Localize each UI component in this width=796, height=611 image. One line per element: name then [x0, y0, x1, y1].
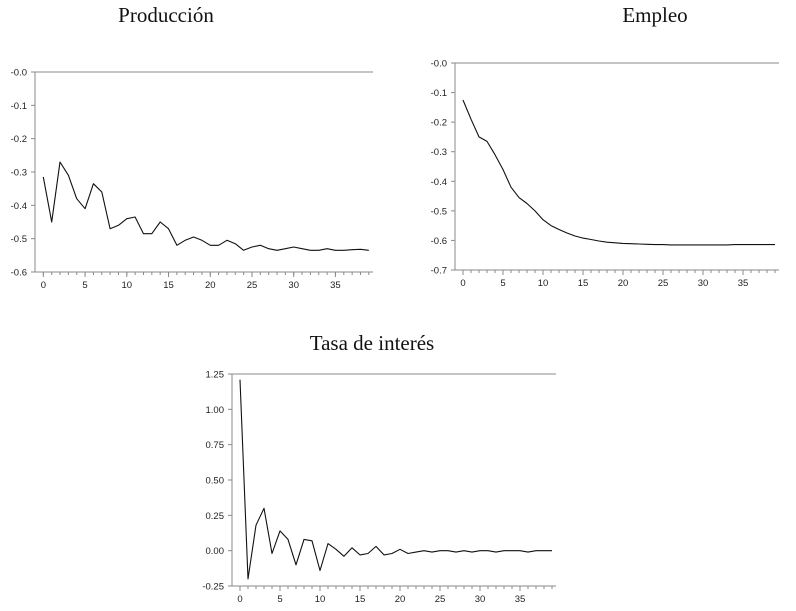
y-tick-label: -0.0: [11, 68, 27, 79]
x-tick-label: 0: [41, 280, 46, 291]
x-tick-label: 25: [247, 280, 258, 291]
y-tick-label: -0.2: [431, 118, 447, 129]
y-tick-label: -0.4: [431, 177, 447, 188]
x-tick-label: 35: [330, 280, 341, 291]
series-line-empleo: [462, 99, 775, 246]
x-tick-label: 15: [578, 278, 589, 289]
x-tick-label: 5: [82, 280, 87, 291]
y-tick-label: -0.6: [431, 236, 447, 247]
x-tick-label: 5: [277, 594, 282, 605]
x-tick-label: 5: [500, 278, 505, 289]
y-tick-label: -0.6: [11, 268, 27, 279]
x-tick-label: 10: [122, 280, 133, 291]
chart-title-empleo: Empleo: [622, 3, 687, 27]
x-tick-label: 0: [460, 278, 465, 289]
x-tick-label: 10: [538, 278, 549, 289]
y-tick-label: -0.25: [202, 582, 224, 593]
series-line-tasa-de-interes: [239, 379, 552, 580]
x-tick-label: 20: [395, 594, 406, 605]
x-tick-label: 35: [738, 278, 749, 289]
y-tick-label: -0.5: [431, 206, 447, 217]
x-tick-label: 30: [698, 278, 709, 289]
x-tick-label: 35: [515, 594, 526, 605]
series-line-produccion: [42, 161, 369, 251]
y-tick-label: 0.50: [206, 476, 225, 487]
y-tick-label: 0.25: [206, 511, 225, 522]
x-tick-label: 30: [475, 594, 486, 605]
chart-tasa-de-interes: 0 5 10 15 20 25 30 35 1.25 1.00 0.75 0.50 0.25 0.00 -0…: [202, 370, 556, 605]
x-tick-label: 15: [163, 280, 174, 291]
chart-title-produccion: Producción: [118, 3, 214, 27]
y-tick-label: 0.00: [206, 546, 225, 557]
x-tick-label: 25: [658, 278, 669, 289]
y-tick-label: -0.0: [431, 59, 447, 70]
y-tick-label: 0.75: [206, 440, 225, 451]
y-tick-label: -0.2: [11, 134, 27, 145]
chart-produccion: 0 5 10 15 20 25 30 35 -0.0 -0.1 -0.2 -0.3 -0.4 -0.5 -0…: [11, 68, 373, 291]
x-tick-label: 20: [205, 280, 216, 291]
y-tick-label: 1.25: [206, 370, 225, 381]
y-tick-label: -0.1: [11, 101, 27, 112]
y-tick-label: -0.5: [11, 234, 27, 245]
y-tick-label: 1.00: [206, 405, 225, 416]
x-tick-label: 10: [315, 594, 326, 605]
chart-title-tasa-de-interes: Tasa de interés: [310, 331, 434, 355]
x-tick-label: 20: [618, 278, 629, 289]
y-tick-label: -0.7: [431, 266, 447, 277]
y-tick-label: -0.3: [11, 168, 27, 179]
x-tick-label: 30: [288, 280, 299, 291]
y-tick-label: -0.3: [431, 147, 447, 158]
x-tick-label: 0: [237, 594, 242, 605]
x-tick-label: 15: [355, 594, 366, 605]
x-tick-label: 25: [435, 594, 446, 605]
y-tick-label: -0.4: [11, 201, 27, 212]
y-tick-label: -0.1: [431, 88, 447, 99]
chart-empleo: 0 5 10 15 20 25 30 35 -0.0 -0.1 -0.2 -0.3 -0.4 -0.5 -0…: [431, 59, 779, 289]
